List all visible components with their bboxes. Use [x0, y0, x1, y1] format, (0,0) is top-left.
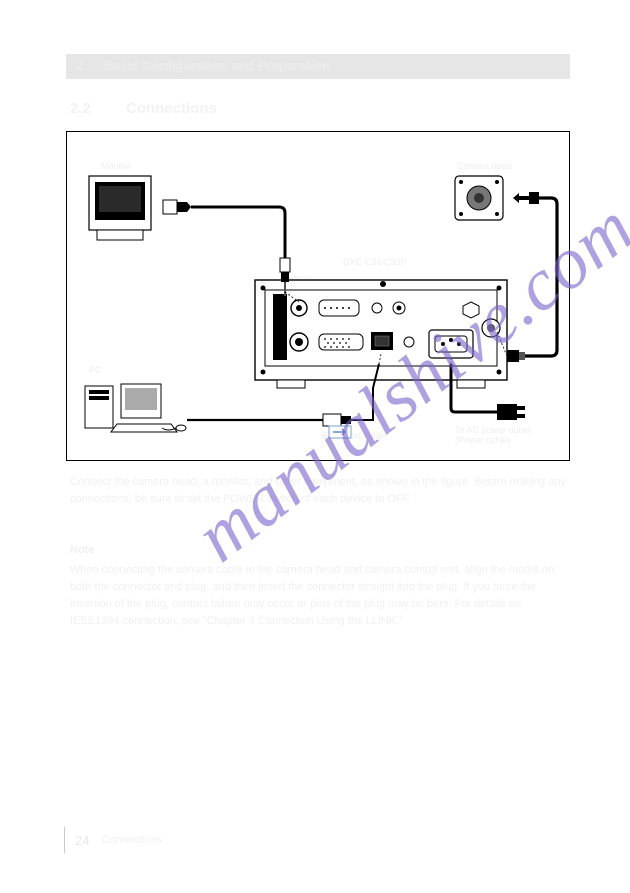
- cable-monitor: [191, 207, 285, 262]
- section-title: Connections: [126, 100, 217, 117]
- chapter-header: 2 Basic Configuration and Preparation: [66, 54, 570, 79]
- camera-plug-right: [529, 192, 539, 204]
- ccu-rear-panel: [255, 280, 507, 388]
- chapter-number: 2: [76, 57, 84, 73]
- connection-diagram: Monitor Camera head PC VIDEO CAMERA IEEE…: [66, 131, 570, 461]
- chapter-title: Basic Configuration and Preparation: [104, 58, 330, 73]
- intro-paragraph: Connect the camera head, a monitor, and …: [70, 474, 568, 508]
- ieee-label-box: [329, 426, 351, 438]
- monitor-plug: [163, 200, 191, 214]
- diagram-svg: [67, 132, 571, 462]
- page-number: 24: [75, 833, 89, 848]
- section-number: 2.2: [70, 100, 91, 117]
- cable-camera: [519, 198, 557, 356]
- ac-plug: [497, 404, 525, 420]
- page-footer: 24 Connections: [64, 827, 163, 853]
- camera-head-icon: [455, 176, 503, 220]
- note-body: When connecting the camera cable to the …: [70, 562, 568, 630]
- pc-icon: [85, 384, 186, 432]
- footer-label: Connections: [101, 834, 162, 846]
- monitor-icon: [89, 176, 151, 240]
- note-heading: Note: [70, 542, 94, 559]
